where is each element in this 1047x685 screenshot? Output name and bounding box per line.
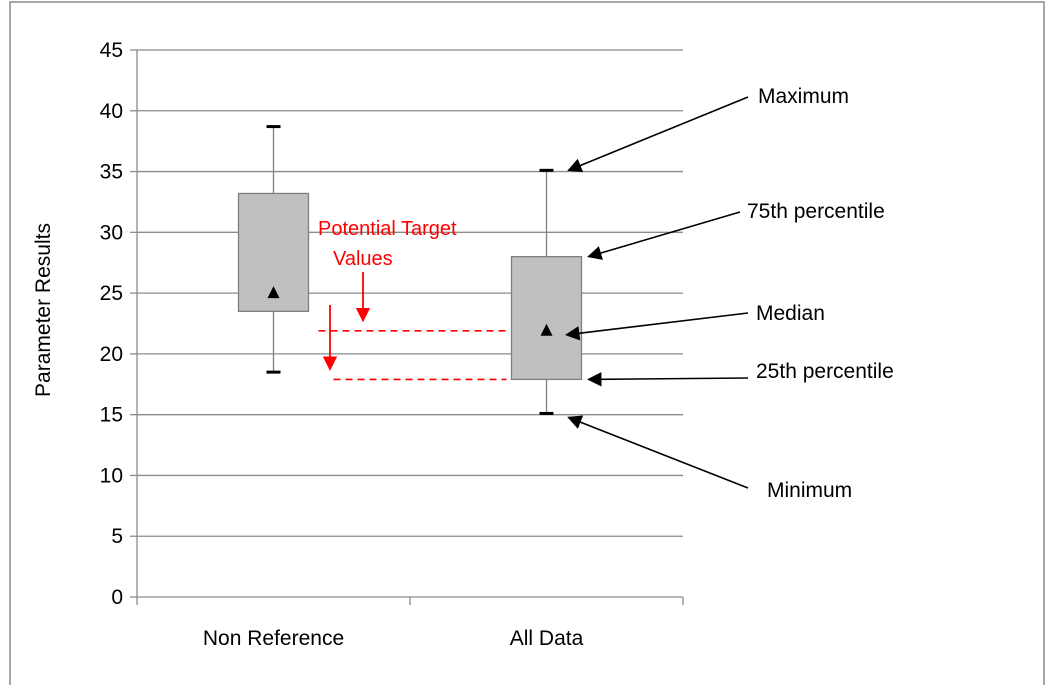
p75-arrow xyxy=(587,211,741,260)
p25-arrow xyxy=(587,372,749,387)
y-tick-label: 20 xyxy=(100,343,123,366)
y-tick-label: 45 xyxy=(100,39,123,62)
grid-lines xyxy=(130,49,683,598)
y-tick-label: 5 xyxy=(111,525,123,548)
chart-frame xyxy=(9,1,1045,685)
median-marker xyxy=(267,286,280,299)
y-tick-label: 0 xyxy=(111,586,123,609)
p25-label: 25th percentile xyxy=(756,360,894,383)
potential-target-label-line2: Values xyxy=(333,248,393,270)
x-tick-label: Non Reference xyxy=(203,627,344,650)
y-tick-label: 35 xyxy=(100,161,123,184)
y-tick-label: 10 xyxy=(100,464,123,487)
y-tick-labels: 0 5 10 15 20 25 30 35 40 45 xyxy=(100,39,123,609)
maximum-label: Maximum xyxy=(758,85,849,108)
x-tick-labels: Non Reference All Data xyxy=(203,627,584,650)
p75-label: 75th percentile xyxy=(747,200,885,223)
y-tick-label: 40 xyxy=(100,100,123,123)
box-plot-non-reference xyxy=(237,125,310,374)
boxes xyxy=(237,125,583,415)
median-marker xyxy=(540,323,553,336)
median-arrow xyxy=(565,312,749,341)
y-tick-label: 30 xyxy=(100,221,123,244)
box-annotations: Maximum 75th percentile Median 25th perc… xyxy=(747,85,894,502)
median-label: Median xyxy=(756,302,825,325)
annotation-arrows xyxy=(565,96,749,489)
box-plot-all-data xyxy=(510,168,583,415)
y-tick-label: 15 xyxy=(100,404,123,427)
y-axis-title: Parameter Results xyxy=(32,223,55,397)
axes xyxy=(136,50,684,605)
potential-target-annotation: Potential Target Values xyxy=(318,218,457,270)
minimum-label: Minimum xyxy=(767,479,852,502)
y-tick-label: 25 xyxy=(100,282,123,305)
target-lines xyxy=(318,272,507,381)
minimum-arrow xyxy=(567,415,749,489)
potential-target-label-line1: Potential Target xyxy=(318,218,457,240)
iqr-box xyxy=(510,255,583,381)
x-tick-label: All Data xyxy=(510,627,584,650)
maximum-arrow xyxy=(567,96,749,173)
